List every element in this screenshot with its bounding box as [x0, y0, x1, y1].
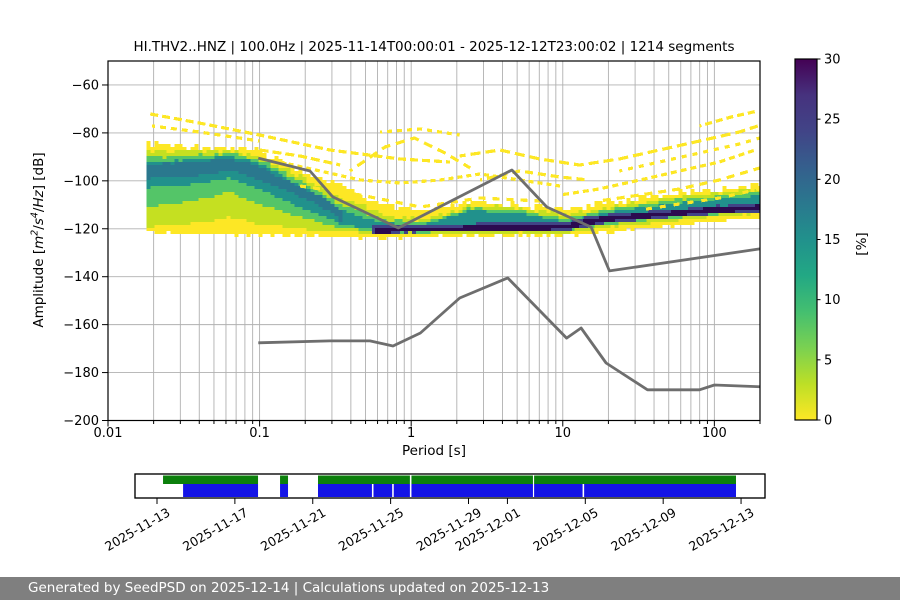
colorbar-tick-label: 5	[824, 353, 832, 368]
y-tick-label: −120	[63, 222, 99, 237]
date-tick-label: 2025-12-13	[686, 505, 756, 554]
y-tick-label: −80	[72, 126, 99, 141]
availability-date-ticks: 2025-11-13 2025-11-17 2025-11-21 2025-11-25…	[102, 498, 757, 554]
noise-model-curves	[257, 156, 760, 392]
x-tick-label: 10	[555, 426, 572, 441]
coverage-segment-blue	[280, 484, 289, 497]
coverage-segment-green	[411, 475, 533, 484]
coverage-segment-blue	[373, 484, 393, 497]
colorbar: 0 5 10 15 20 25 30	[794, 53, 841, 429]
x-tick-label: 100	[702, 426, 727, 441]
coverage-segment-green	[318, 475, 410, 484]
coverage-segment-blue	[411, 484, 533, 497]
date-tick-label: 2025-11-21	[258, 505, 328, 554]
yellow-trace	[259, 148, 341, 167]
x-tick-labels: 0.01 0.1 1 10 100	[94, 426, 727, 441]
page-title: HI.THV2..HNZ | 100.0Hz | 2025-11-14T00:0…	[133, 39, 735, 55]
low-probability-traces	[150, 109, 760, 212]
x-axis-label: Period [s]	[402, 443, 466, 459]
colorbar-tick-label: 20	[824, 173, 841, 188]
x-tick-label: 0.01	[94, 426, 123, 441]
availability-bar	[134, 473, 766, 499]
x-axis-ticks	[107, 420, 761, 427]
colorbar-tick-label: 10	[824, 293, 841, 308]
coverage-segment-blue	[183, 484, 259, 497]
density-band-15pct	[146, 159, 343, 222]
x-tick-label: 0.1	[249, 426, 270, 441]
date-tick-label: 2025-12-09	[608, 505, 678, 554]
yellow-trace	[459, 124, 759, 167]
footer-text: Generated by SeedPSD on 2025-12-14 | Cal…	[28, 580, 550, 596]
y-tick-label: −180	[63, 366, 99, 381]
yellow-trace	[150, 112, 450, 164]
y-tick-label: −160	[63, 318, 99, 333]
high_noise_model-curve	[257, 156, 760, 273]
date-tick-label: 2025-11-13	[102, 505, 172, 554]
y-tick-labels: −60 −80 −100 −120 −140 −160 −180 −200	[63, 78, 99, 429]
psd-density-histogram	[146, 141, 760, 240]
y-tick-label: −140	[63, 270, 99, 285]
coverage-segment-blue	[318, 484, 372, 497]
colorbar-label: [%]	[854, 232, 870, 256]
coverage-segment-green	[163, 475, 259, 484]
coverage-segment-green	[280, 475, 289, 484]
y-axis-label: Amplitude [m2/s4/Hz] [dB]	[29, 152, 47, 328]
y-axis-ticks	[102, 84, 108, 421]
footer-bar: Generated by SeedPSD on 2025-12-14 | Cal…	[0, 577, 900, 600]
y-tick-label: −60	[72, 78, 99, 93]
date-tick-label: 2025-12-05	[530, 505, 600, 554]
low_noise_model-curve	[258, 276, 760, 392]
yellow-trace	[348, 136, 472, 173]
yellow-trace	[699, 109, 759, 128]
yellow-trace	[380, 127, 460, 137]
plot-area	[108, 61, 760, 421]
colorbar-tick-label: 30	[824, 53, 841, 68]
date-tick-label: 2025-11-25	[336, 505, 406, 554]
y-tick-label: −100	[63, 174, 99, 189]
y-tick-label: −200	[63, 414, 99, 429]
coverage-segment-green	[534, 475, 736, 484]
coverage-segment-blue	[393, 484, 410, 497]
colorbar-tick-label: 25	[824, 113, 841, 128]
date-tick-label: 2025-11-17	[180, 505, 250, 554]
colorbar-gradient	[795, 59, 817, 420]
yellow-trace	[151, 124, 260, 143]
coverage-segment-blue	[534, 484, 583, 497]
density-band-28pct	[375, 204, 760, 234]
x-tick-label: 1	[407, 426, 415, 441]
plot-border	[107, 60, 761, 422]
yellow-trace	[598, 166, 760, 203]
yellow-trace	[618, 136, 760, 173]
colorbar-tick-label: 0	[824, 414, 832, 429]
yellow-trace	[279, 160, 561, 188]
colorbar-tick-label: 15	[824, 233, 841, 248]
coverage-segment-blue	[584, 484, 736, 497]
